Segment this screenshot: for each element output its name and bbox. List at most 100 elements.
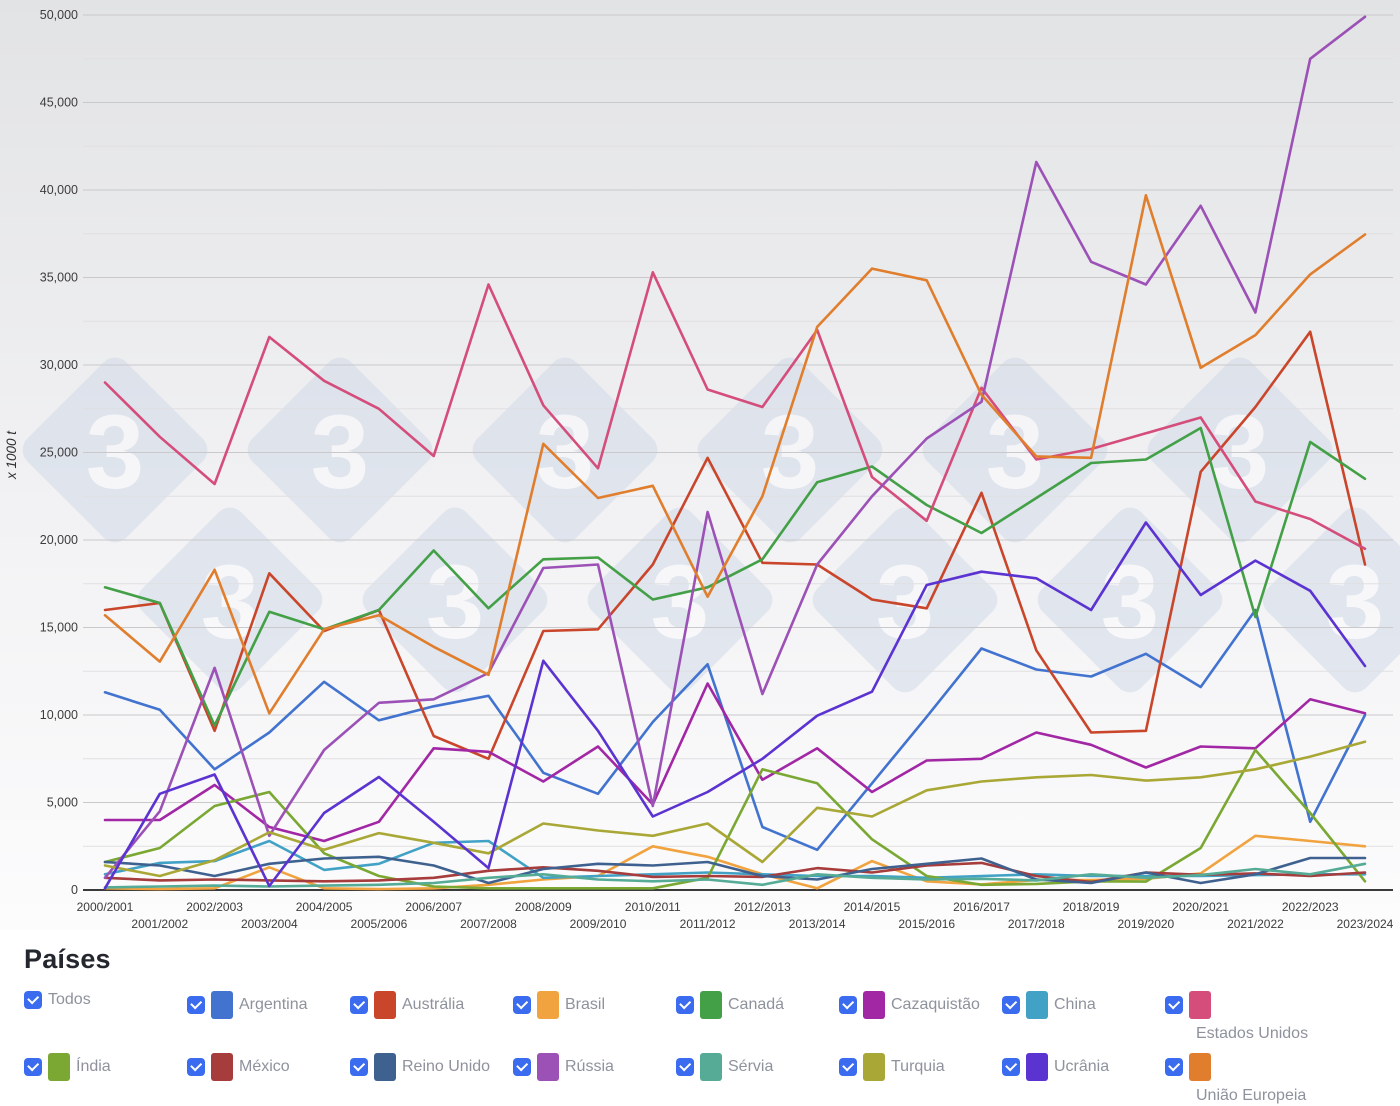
legend-title: Países — [24, 944, 111, 974]
series-line-mexico[interactable] — [103, 861, 1367, 884]
legend-checkbox-ucrania-checked[interactable] — [1002, 1058, 1020, 1077]
watermark-3: 3 — [201, 544, 259, 661]
legend-checkbox-australia-checked[interactable] — [350, 996, 368, 1014]
grid: 0 5,000 10,000 15,000 20,000 25,000 30,000 35,0… — [40, 8, 1393, 897]
legend-item-reino-unido[interactable]: Reino Unido — [350, 1053, 513, 1082]
legend-checkbox-turquia-checked[interactable] — [839, 1058, 857, 1077]
y-axis-title: x 1000 t — [4, 430, 19, 480]
legend-checkbox-russia-checked[interactable] — [513, 1058, 531, 1077]
x-tick-label: 2001/2002 — [131, 917, 188, 930]
y-tick-label: 0 — [71, 883, 78, 897]
legend-checkbox-servia-checked[interactable] — [676, 1058, 694, 1077]
legend-label-uniao-europeia: União Europeia — [1196, 1087, 1307, 1105]
legend-label-reino-unido: Reino Unido — [402, 1058, 491, 1076]
legend-panel: Países Todos Argentina Austrália Brasil Cana… — [0, 930, 1400, 1106]
watermark-3: 3 — [1326, 544, 1384, 661]
y-tick-label: 35,000 — [40, 271, 78, 285]
legend-item-estados-unidos[interactable]: Estados Unidos — [1165, 991, 1328, 1043]
legend-swatch-cazaquistao — [863, 991, 885, 1019]
x-tick-label: 2020/2021 — [1172, 900, 1229, 914]
watermark-3: 3 — [651, 544, 709, 661]
legend-item-servia[interactable]: Sérvia — [676, 1053, 839, 1082]
legend-label-ucrania: Ucrânia — [1054, 1058, 1110, 1076]
line-chart: 3 3 3 3 3 3 3 3 3 3 3 3 0 5,000 10,000 15,000 20,000 25,0… — [0, 0, 1400, 930]
series-line-australia[interactable] — [103, 330, 1367, 761]
series-line-india[interactable] — [103, 748, 1367, 890]
legend-item-mexico[interactable]: México — [187, 1053, 350, 1082]
x-tick-label: 2010/2011 — [625, 900, 681, 914]
legend-checkbox-india-checked[interactable] — [24, 1058, 42, 1077]
y-tick-label: 10,000 — [40, 708, 78, 722]
x-tick-label: 2013/2014 — [789, 917, 846, 930]
y-tick-label: 45,000 — [40, 96, 78, 110]
legend-swatch-reino-unido — [374, 1053, 396, 1082]
y-tick-label: 30,000 — [40, 358, 78, 372]
series-line-cazaquistao[interactable] — [103, 682, 1367, 843]
legend-item-brasil[interactable]: Brasil — [513, 991, 676, 1019]
legend-swatch-mexico — [211, 1053, 233, 1082]
legend-label-brasil: Brasil — [565, 995, 606, 1013]
legend-swatch-argentina — [211, 991, 233, 1019]
legend-label-estados-unidos: Estados Unidos — [1196, 1025, 1309, 1042]
legend-label-cazaquistao: Cazaquistão — [891, 995, 980, 1013]
y-tick-label: 15,000 — [40, 621, 78, 635]
x-tick-label: 2022/2023 — [1282, 900, 1339, 914]
watermark-diamond — [1262, 507, 1400, 693]
legend-swatch-australia — [374, 991, 396, 1019]
x-tick-label: 2014/2015 — [844, 900, 901, 914]
legend-checkbox-reino-unido-checked[interactable] — [350, 1058, 368, 1077]
legend-swatch-estados-unidos — [1189, 991, 1211, 1019]
series-line-reino-unido[interactable] — [103, 855, 1367, 885]
series-line-russia[interactable] — [103, 15, 1367, 880]
legend-label-argentina: Argentina — [239, 995, 308, 1013]
legend-checkbox-cazaquistao-checked[interactable] — [839, 996, 857, 1014]
series-line-servia[interactable] — [103, 862, 1367, 889]
watermark-3: 3 — [1101, 544, 1159, 661]
legend-grid: Todos Argentina Austrália Brasil Canadá Cazaq… — [24, 991, 1376, 1106]
legend-label-india: Índia — [76, 1058, 111, 1076]
legend-item-china[interactable]: China — [1002, 991, 1165, 1019]
legend-swatch-canada — [700, 991, 722, 1019]
legend-item-uniao-europeia[interactable]: União Europeia — [1165, 1053, 1328, 1105]
series-line-estados-unidos[interactable] — [103, 270, 1367, 551]
legend-checkbox-mexico-checked[interactable] — [187, 1058, 205, 1077]
series-line-canada[interactable] — [103, 426, 1367, 727]
legend-swatch-brasil — [537, 991, 559, 1019]
legend-item-cazaquistao[interactable]: Cazaquistão — [839, 991, 1002, 1019]
x-tick-label: 2018/2019 — [1063, 900, 1120, 914]
x-tick-label: 2003/2004 — [241, 917, 298, 930]
series-line-turquia[interactable] — [103, 740, 1367, 878]
legend-label-canada: Canadá — [728, 995, 785, 1013]
x-tick-label: 2023/2024 — [1337, 917, 1394, 930]
series-line-argentina[interactable] — [103, 608, 1367, 852]
series-line-uniao-europeia[interactable] — [103, 194, 1367, 715]
legend-label-servia: Sérvia — [728, 1058, 774, 1076]
legend-swatch-india — [48, 1053, 70, 1082]
legend-item-ucrania[interactable]: Ucrânia — [1002, 1053, 1165, 1082]
chart-generated: 3 3 3 3 3 33 3 3 3 3 305,00010,00015,00020,00025,0… — [22, 8, 1400, 930]
legend-item-todos[interactable]: Todos — [24, 991, 187, 1010]
series-line-ucrania[interactable] — [103, 521, 1367, 890]
chart-svg: 3 3 3 3 3 33 3 3 3 3 305,00010,00015,00020,00025,0… — [0, 0, 1400, 930]
legend-checkbox-brasil-checked[interactable] — [513, 996, 531, 1014]
legend-checkbox-china-checked[interactable] — [1002, 996, 1020, 1014]
legend-item-australia[interactable]: Austrália — [350, 991, 513, 1019]
legend-item-turquia[interactable]: Turquia — [839, 1053, 1002, 1082]
legend-checkbox-todos-checked[interactable] — [24, 991, 42, 1010]
legend-label-turquia: Turquia — [891, 1058, 945, 1076]
legend-swatch-servia — [700, 1053, 722, 1082]
legend-item-canada[interactable]: Canadá — [676, 991, 839, 1019]
x-tick-label: 2021/2022 — [1227, 917, 1284, 930]
legend-item-argentina[interactable]: Argentina — [187, 991, 350, 1019]
legend-checkbox-uniao-europeia-checked[interactable] — [1165, 1058, 1183, 1077]
x-tick-label: 2011/2012 — [680, 917, 736, 930]
legend-item-russia[interactable]: Rússia — [513, 1053, 676, 1082]
legend-checkbox-canada-checked[interactable] — [676, 996, 694, 1014]
legend-checkbox-estados-unidos-checked[interactable] — [1165, 996, 1183, 1014]
legend-item-india[interactable]: Índia — [24, 1053, 187, 1082]
legend-checkbox-argentina-checked[interactable] — [187, 996, 205, 1014]
y-tick-label: 20,000 — [40, 533, 78, 547]
x-tick-label: 2015/2016 — [898, 917, 955, 930]
legend-label-todos: Todos — [48, 991, 91, 1008]
x-tick-label: 2012/2013 — [734, 900, 791, 914]
